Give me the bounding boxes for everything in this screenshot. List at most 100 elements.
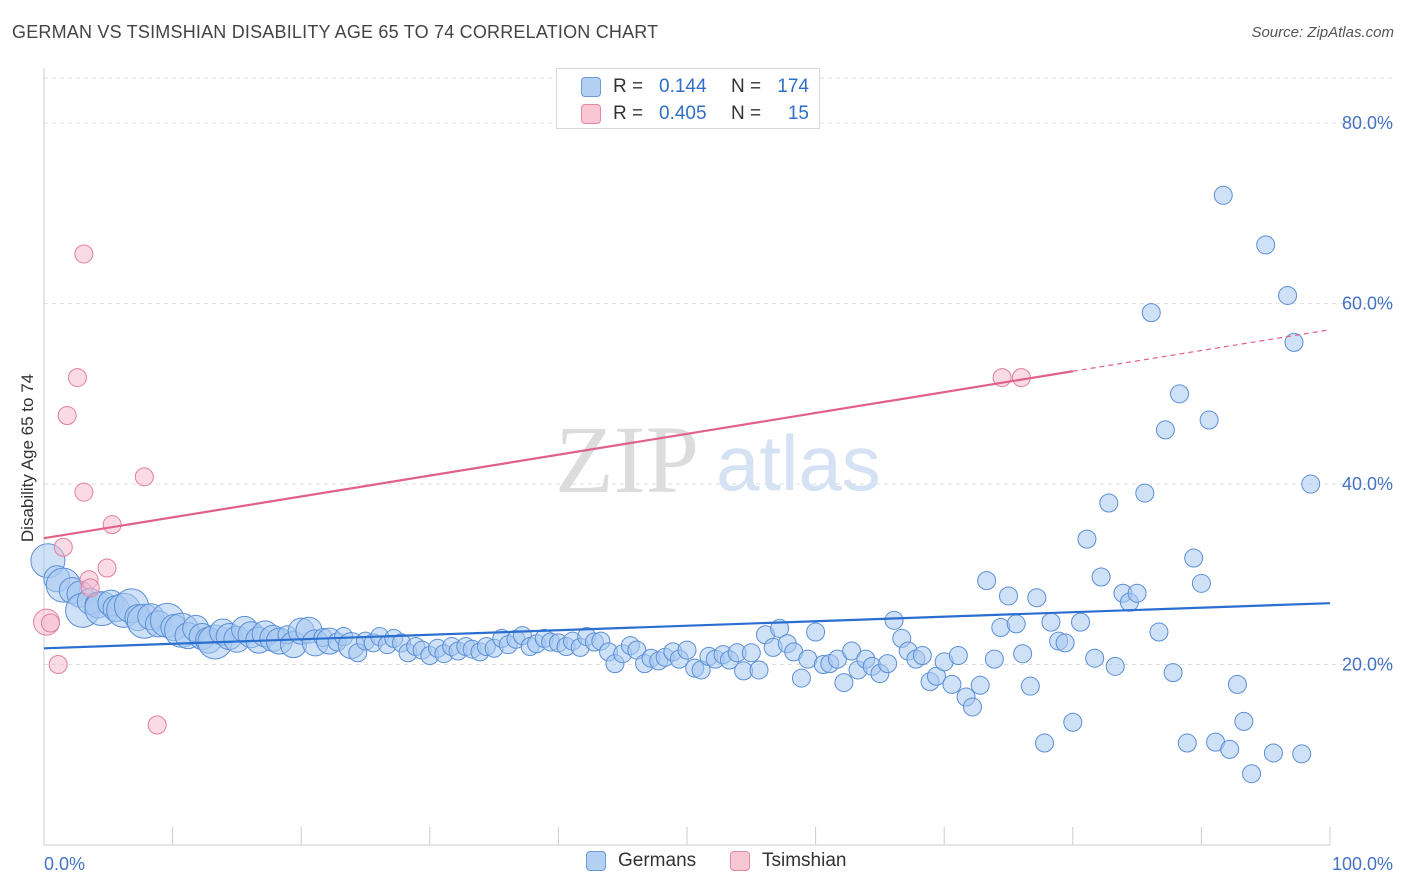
tsimshian-point-13 [147,715,167,735]
y-tick-labels: 20.0% 40.0% 60.0% 80.0% [1342,113,1393,674]
german-r-label: R = [613,76,644,97]
legend-item-tsimshian[interactable]: Tsimshian [730,850,846,872]
german-point-128 [948,646,968,666]
german-point-145 [1071,612,1091,632]
german-point-139 [1027,588,1047,608]
x-tick-label-min: 0.0% [44,854,85,874]
german-point-111 [827,649,847,669]
tsimshian-point-9 [80,578,100,598]
german-point-174 [1292,744,1312,764]
german-point-140 [1035,733,1055,753]
german-point-163 [1199,410,1219,430]
chart-title: GERMAN VS TSIMSHIAN DISABILITY AGE 65 TO… [12,22,659,42]
german-point-175 [1301,474,1321,494]
trend-lines [43,329,1331,650]
german-point-103 [770,618,790,638]
german-point-155 [1141,303,1161,323]
german-point-146 [1077,529,1097,549]
german-point-147 [1085,648,1105,668]
german-swatch [581,77,601,97]
german-point-158 [1163,663,1183,683]
y-tick-label-2: 60.0% [1342,294,1393,314]
german-point-173 [1284,332,1304,352]
german-point-141 [1041,612,1061,632]
german-point-165 [1213,185,1233,205]
legend-item-germans[interactable]: Germans [586,850,696,872]
german-point-161 [1184,548,1204,568]
german-point-166 [1220,739,1240,759]
tsimshian-trend-line [43,370,1073,540]
tsimshian-point-1 [40,613,60,633]
watermark-zip: ZIP [555,406,699,513]
german-point-172 [1278,285,1298,305]
german-n-label: N = [731,76,762,97]
german-point-108 [806,622,826,642]
german-point-130 [962,697,982,717]
german-point-132 [977,571,997,591]
axes [43,68,1331,846]
german-n-value: 174 [777,76,809,97]
tsimshian-n-label: N = [731,103,762,124]
tsimshian-r-value: 0.405 [659,103,707,124]
german-point-127 [942,674,962,694]
tsimshian-swatch [581,104,601,124]
german-point-106 [791,668,811,688]
tsimshian-legend-label: Tsimshian [762,850,847,871]
german-point-159 [1170,384,1190,404]
stats-legend: R = 0.144 N = 174 R = 0.405 N = 15 [556,68,820,129]
tsimshian-point-5 [67,368,87,388]
watermark: ZIP atlas [555,406,881,513]
german-point-144 [1063,712,1083,732]
german-point-162 [1191,573,1211,593]
y-tick-label-3: 80.0% [1342,113,1393,133]
source-note: Source: ZipAtlas.com [1251,24,1394,41]
german-point-135 [999,586,1018,606]
german-r-value: 0.144 [659,76,707,97]
germans-legend-label: Germans [618,850,697,871]
german-point-156 [1149,622,1169,642]
tsimshian-point-11 [102,515,122,535]
german-trend-line [43,602,1331,650]
germans-legend-swatch [586,851,606,871]
german-point-118 [878,654,898,674]
tsimshian-point-12 [134,467,154,487]
german-point-134 [991,618,1011,638]
german-point-90 [677,640,697,660]
german-point-123 [912,646,932,666]
german-point-171 [1263,743,1283,763]
german-point-157 [1155,420,1175,440]
x-tick-label-max: 100.0% [1332,854,1393,874]
german-point-133 [984,649,1004,669]
german-point-119 [884,610,904,630]
german-point-160 [1177,733,1197,753]
german-point-148 [1091,567,1111,587]
y-tick-label-1: 40.0% [1342,474,1393,494]
german-point-169 [1242,764,1262,784]
watermark-atlas: atlas [716,419,881,507]
tsimshian-point-4 [57,405,77,425]
german-point-153 [1127,583,1147,603]
stats-row-tsimshian: R = 0.405 N = 15 [581,102,809,126]
german-point-136 [1006,614,1026,634]
german-point-113 [842,641,862,661]
german-point-149 [1099,493,1119,513]
tsimshian-trend-extension [1072,329,1331,372]
tsimshian-r-label: R = [613,103,644,124]
tsimshian-point-6 [74,482,94,502]
german-point-168 [1234,711,1254,731]
german-point-138 [1020,676,1040,696]
bottom-legend: Germans Tsimshian [0,850,1406,880]
german-point-170 [1256,235,1276,255]
stats-row-german: R = 0.144 N = 174 [581,75,809,99]
y-axis-label: Disability Age 65 to 74 [18,374,37,542]
german-point-131 [970,675,990,695]
german-point-112 [834,673,854,693]
german-point-100 [749,660,769,680]
tsimshian-point-7 [74,244,94,264]
tsimshian-n-value: 15 [787,103,809,124]
tsimshian-point-2 [48,655,68,675]
german-point-150 [1105,656,1125,676]
german-point-99 [741,643,761,663]
tsimshian-point-10 [97,558,117,578]
